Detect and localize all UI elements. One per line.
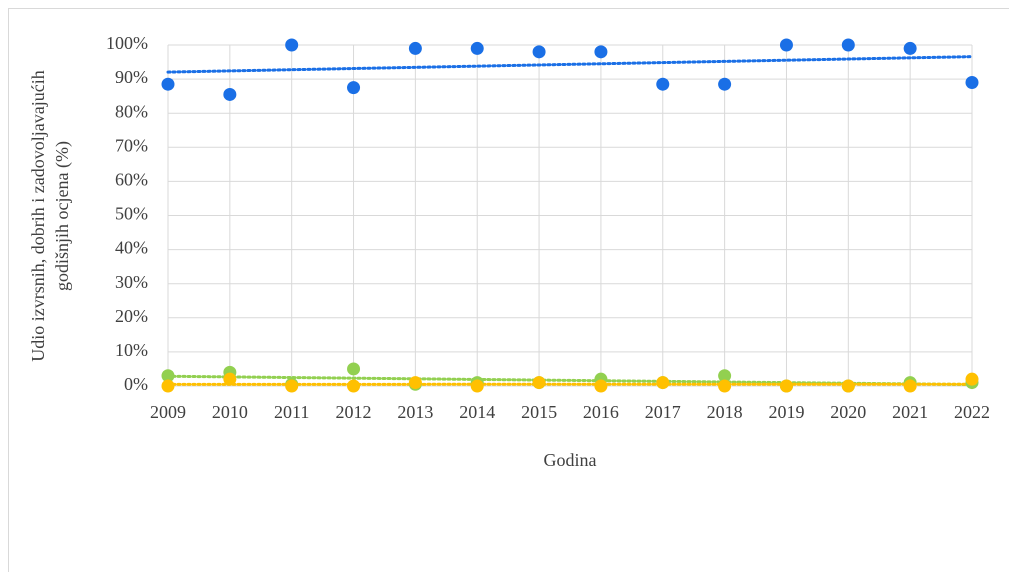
y-tick-label: 0% — [124, 374, 148, 394]
y-tick-label: 100% — [106, 33, 148, 53]
point — [347, 362, 361, 376]
point — [594, 45, 608, 59]
y-tick-label: 10% — [115, 340, 148, 360]
x-tick-label: 2016 — [583, 402, 619, 422]
point — [408, 376, 422, 390]
x-tick-label: 2021 — [892, 402, 928, 422]
x-tick-label: 2014 — [459, 402, 495, 422]
point — [718, 77, 732, 91]
point — [965, 372, 979, 386]
trend-line — [166, 55, 974, 74]
point — [347, 81, 361, 95]
point — [285, 379, 299, 393]
y-axis-title: Udio izvrsnih, dobrih i zadovoljavajućih — [28, 70, 48, 361]
point — [161, 379, 175, 393]
point — [470, 379, 484, 393]
point — [903, 379, 917, 393]
x-axis-title: Godina — [544, 450, 597, 470]
x-tick-label: 2020 — [830, 402, 866, 422]
point — [285, 38, 299, 52]
y-tick-label: 20% — [115, 306, 148, 326]
y-tick-label: 90% — [115, 67, 148, 87]
y-tick-label: 80% — [115, 101, 148, 121]
point — [347, 379, 361, 393]
y-tick-label: 70% — [115, 135, 148, 155]
x-tick-label: 2018 — [707, 402, 743, 422]
point — [779, 38, 793, 52]
x-tick-label: 2012 — [336, 402, 372, 422]
point — [161, 369, 175, 383]
y-tick-label: 50% — [115, 204, 148, 224]
y-tick-label: 40% — [115, 238, 148, 258]
y-tick-label: 60% — [115, 170, 148, 190]
point — [656, 376, 670, 390]
chart-frame — [8, 8, 1009, 572]
point — [532, 376, 546, 390]
x-tick-label: 2015 — [521, 402, 557, 422]
point — [408, 41, 422, 55]
point — [223, 87, 237, 101]
x-tick-label: 2013 — [397, 402, 433, 422]
point — [718, 379, 732, 393]
y-axis-title: godišnjih ocjena (%) — [52, 141, 73, 291]
x-tick-label: 2017 — [645, 402, 681, 422]
point — [470, 41, 484, 55]
x-tick-label: 2011 — [274, 402, 309, 422]
point — [965, 76, 979, 90]
point — [779, 379, 793, 393]
y-tick-label: 30% — [115, 272, 148, 292]
point — [841, 379, 855, 393]
x-tick-label: 2019 — [768, 402, 804, 422]
point — [718, 369, 732, 383]
point — [656, 77, 670, 91]
x-tick-label: 2009 — [150, 402, 186, 422]
point — [594, 379, 608, 393]
point — [903, 41, 917, 55]
point — [223, 372, 237, 386]
point — [841, 38, 855, 52]
x-tick-label: 2010 — [212, 402, 248, 422]
point — [161, 77, 175, 91]
point — [532, 45, 546, 59]
x-tick-label: 2022 — [954, 402, 990, 422]
